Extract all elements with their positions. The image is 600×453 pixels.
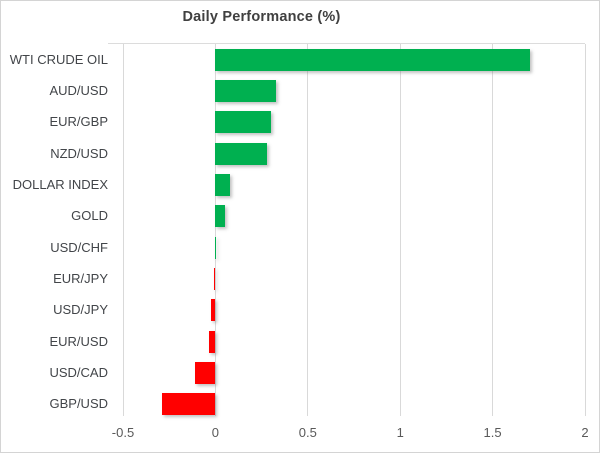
bar-aud-usd <box>215 80 277 102</box>
bar-gbp-usd <box>161 393 216 416</box>
category-label-usd-chf: USD/CHF <box>50 239 108 255</box>
x-tick-label-0.5: 0.5 <box>298 425 317 440</box>
gridline-x--0.5 <box>122 44 124 416</box>
bar-gold <box>215 205 225 228</box>
gridline-x-1 <box>399 44 401 416</box>
gridline-x-0.5 <box>307 44 309 416</box>
x-tick-label-0: 0 <box>211 425 219 440</box>
plot-area-top-border <box>108 43 585 44</box>
bar-nzd-usd <box>215 142 268 165</box>
x-tick-label--0.5: -0.5 <box>111 425 135 440</box>
bar-eur-jpy <box>213 268 216 290</box>
category-label-wti-crude-oil: WTI CRUDE OIL <box>9 51 108 67</box>
bar-usd-cad <box>195 362 216 384</box>
bar-usd-jpy <box>210 299 216 322</box>
gridline-x-1.5 <box>492 44 494 416</box>
bar-eur-gbp <box>215 111 271 134</box>
bar-wti-crude-oil <box>215 48 530 71</box>
category-label-gbp-usd: GBP/USD <box>49 396 108 412</box>
x-tick-label-1.5: 1.5 <box>483 425 502 440</box>
bar-eur-usd <box>208 330 216 353</box>
category-label-gold: GOLD <box>71 208 108 224</box>
chart-title: Daily Performance (%) <box>182 9 341 25</box>
gridline-x-0 <box>214 44 216 416</box>
category-label-eur-gbp: EUR/GBP <box>49 114 108 130</box>
category-label-usd-jpy: USD/JPY <box>53 302 108 318</box>
x-tick-label-2: 2 <box>581 425 589 440</box>
x-tick-label-1: 1 <box>396 425 404 440</box>
bar-usd-chf <box>215 236 217 259</box>
category-label-nzd-usd: NZD/USD <box>50 145 108 161</box>
category-label-usd-cad: USD/CAD <box>49 365 108 380</box>
bar-dollar-index <box>215 174 231 196</box>
category-label-eur-jpy: EUR/JPY <box>53 271 108 286</box>
category-label-eur-usd: EUR/USD <box>49 333 108 349</box>
plot-area <box>122 44 586 420</box>
category-label-dollar-index: DOLLAR INDEX <box>12 177 108 192</box>
gridline-x-2 <box>584 44 586 416</box>
category-label-aud-usd: AUD/USD <box>49 83 108 98</box>
